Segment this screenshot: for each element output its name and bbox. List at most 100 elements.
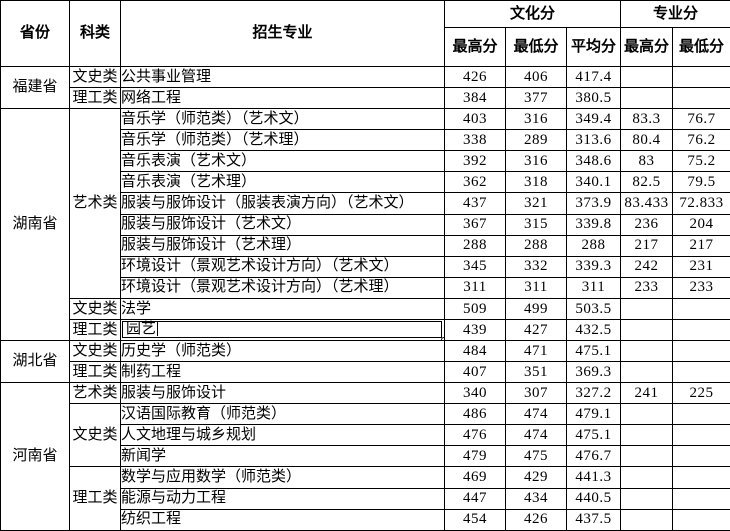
- major-cell[interactable]: 园艺: [120, 318, 445, 342]
- header-province[interactable]: 省份: [0, 0, 70, 67]
- culture-min-cell[interactable]: 434: [505, 487, 567, 510]
- header-major-min[interactable]: 最低分: [672, 27, 730, 67]
- culture-min-cell[interactable]: 377: [505, 87, 567, 110]
- major-cell[interactable]: 公共事业管理: [120, 65, 445, 89]
- major-max-cell[interactable]: [620, 65, 674, 89]
- culture-max-cell[interactable]: 426: [444, 65, 506, 89]
- major-max-cell[interactable]: [620, 445, 674, 468]
- culture-max-cell[interactable]: 288: [444, 234, 506, 257]
- culture-max-cell[interactable]: 509: [444, 297, 506, 320]
- header-culture-group[interactable]: 文化分: [443, 0, 622, 28]
- culture-max-cell[interactable]: 437: [444, 192, 506, 215]
- major-cell[interactable]: 能源与动力工程: [120, 487, 445, 510]
- province-cell[interactable]: 河南省: [0, 382, 70, 531]
- culture-max-cell[interactable]: 407: [444, 361, 506, 384]
- header-major-score-group[interactable]: 专业分: [620, 0, 730, 28]
- major-cell[interactable]: 历史学（师范类）: [120, 340, 445, 363]
- major-min-cell[interactable]: [672, 424, 730, 447]
- major-max-cell[interactable]: 242: [620, 255, 674, 278]
- culture-avg-cell[interactable]: 441.3: [565, 466, 622, 489]
- culture-min-cell[interactable]: 332: [505, 255, 567, 278]
- major-max-cell[interactable]: 217: [620, 234, 674, 257]
- culture-max-cell[interactable]: 340: [444, 382, 506, 405]
- header-category[interactable]: 科类: [69, 0, 121, 67]
- major-max-cell[interactable]: 83.433: [620, 192, 674, 215]
- culture-max-cell[interactable]: 345: [444, 255, 506, 278]
- culture-avg-cell[interactable]: 440.5: [565, 487, 622, 510]
- culture-max-cell[interactable]: 454: [444, 508, 506, 531]
- major-min-cell[interactable]: [672, 361, 730, 384]
- major-cell[interactable]: 服装与服饰设计（服装表演方向）（艺术文）: [120, 192, 445, 215]
- culture-max-cell[interactable]: 362: [444, 171, 506, 194]
- category-cell[interactable]: 文史类: [69, 65, 121, 89]
- header-culture-avg[interactable]: 平均分: [565, 27, 622, 67]
- header-culture-min[interactable]: 最低分: [505, 27, 567, 67]
- major-min-cell[interactable]: 204: [672, 213, 730, 236]
- major-min-cell[interactable]: 231: [672, 255, 730, 278]
- major-max-cell[interactable]: 241: [620, 382, 674, 405]
- major-min-cell[interactable]: [672, 466, 730, 489]
- culture-min-cell[interactable]: 311: [505, 276, 567, 299]
- culture-max-cell[interactable]: 311: [444, 276, 506, 299]
- major-max-cell[interactable]: [620, 87, 674, 110]
- culture-min-cell[interactable]: 426: [505, 508, 567, 531]
- category-cell[interactable]: 理工类: [69, 466, 121, 531]
- culture-max-cell[interactable]: 392: [444, 150, 506, 173]
- major-max-cell[interactable]: 236: [620, 213, 674, 236]
- culture-min-cell[interactable]: 427: [505, 318, 567, 342]
- culture-avg-cell[interactable]: 313.6: [565, 129, 622, 152]
- culture-avg-cell[interactable]: 417.4: [565, 65, 622, 89]
- major-min-cell[interactable]: 79.5: [672, 171, 730, 194]
- province-cell[interactable]: 福建省: [0, 65, 70, 110]
- major-cell[interactable]: 服装与服饰设计（艺术理）: [120, 234, 445, 257]
- major-min-cell[interactable]: [672, 445, 730, 468]
- culture-avg-cell[interactable]: 339.3: [565, 255, 622, 278]
- major-cell[interactable]: 人文地理与城乡规划: [120, 424, 445, 447]
- culture-min-cell[interactable]: 474: [505, 403, 567, 426]
- culture-min-cell[interactable]: 289: [505, 129, 567, 152]
- major-max-cell[interactable]: [620, 403, 674, 426]
- category-cell[interactable]: 艺术类: [69, 108, 121, 299]
- major-cell[interactable]: 音乐表演（艺术文）: [120, 150, 445, 173]
- major-min-cell[interactable]: 72.833: [672, 192, 730, 215]
- culture-min-cell[interactable]: 429: [505, 466, 567, 489]
- culture-max-cell[interactable]: 439: [444, 318, 506, 342]
- culture-avg-cell[interactable]: 380.5: [565, 87, 622, 110]
- culture-max-cell[interactable]: 384: [444, 87, 506, 110]
- culture-avg-cell[interactable]: 479.1: [565, 403, 622, 426]
- major-max-cell[interactable]: 83.3: [620, 108, 674, 131]
- culture-max-cell[interactable]: 476: [444, 424, 506, 447]
- major-max-cell[interactable]: 233: [620, 276, 674, 299]
- category-cell[interactable]: 理工类: [69, 318, 121, 342]
- major-cell[interactable]: 环境设计（景观艺术设计方向）（艺术文）: [120, 255, 445, 278]
- major-cell[interactable]: 数学与应用数学（师范类）: [120, 466, 445, 489]
- culture-min-cell[interactable]: 307: [505, 382, 567, 405]
- major-max-cell[interactable]: [620, 466, 674, 489]
- culture-avg-cell[interactable]: 475.1: [565, 424, 622, 447]
- header-major[interactable]: 招生专业: [120, 0, 445, 67]
- header-culture-max[interactable]: 最高分: [444, 27, 506, 67]
- category-cell[interactable]: 文史类: [69, 297, 121, 320]
- major-cell[interactable]: 服装与服饰设计: [120, 382, 445, 405]
- culture-avg-cell[interactable]: 369.3: [565, 361, 622, 384]
- major-max-cell[interactable]: 80.4: [620, 129, 674, 152]
- category-cell[interactable]: 理工类: [69, 87, 121, 110]
- major-min-cell[interactable]: [672, 403, 730, 426]
- culture-min-cell[interactable]: 288: [505, 234, 567, 257]
- active-edit-box[interactable]: 园艺: [122, 320, 442, 339]
- culture-max-cell[interactable]: 367: [444, 213, 506, 236]
- province-cell[interactable]: 湖南省: [0, 108, 70, 342]
- culture-avg-cell[interactable]: 340.1: [565, 171, 622, 194]
- major-cell[interactable]: 新闻学: [120, 445, 445, 468]
- major-cell[interactable]: 环境设计（景观艺术设计方向）（艺术理）: [120, 276, 445, 299]
- major-min-cell[interactable]: 76.2: [672, 129, 730, 152]
- major-cell[interactable]: 音乐学（师范类）（艺术理）: [120, 129, 445, 152]
- culture-avg-cell[interactable]: 348.6: [565, 150, 622, 173]
- table-resize-handle[interactable]: [441, 337, 444, 340]
- major-max-cell[interactable]: 83: [620, 150, 674, 173]
- major-cell[interactable]: 纺织工程: [120, 508, 445, 531]
- major-max-cell[interactable]: 82.5: [620, 171, 674, 194]
- culture-avg-cell[interactable]: 288: [565, 234, 622, 257]
- major-min-cell[interactable]: [672, 487, 730, 510]
- culture-avg-cell[interactable]: 373.9: [565, 192, 622, 215]
